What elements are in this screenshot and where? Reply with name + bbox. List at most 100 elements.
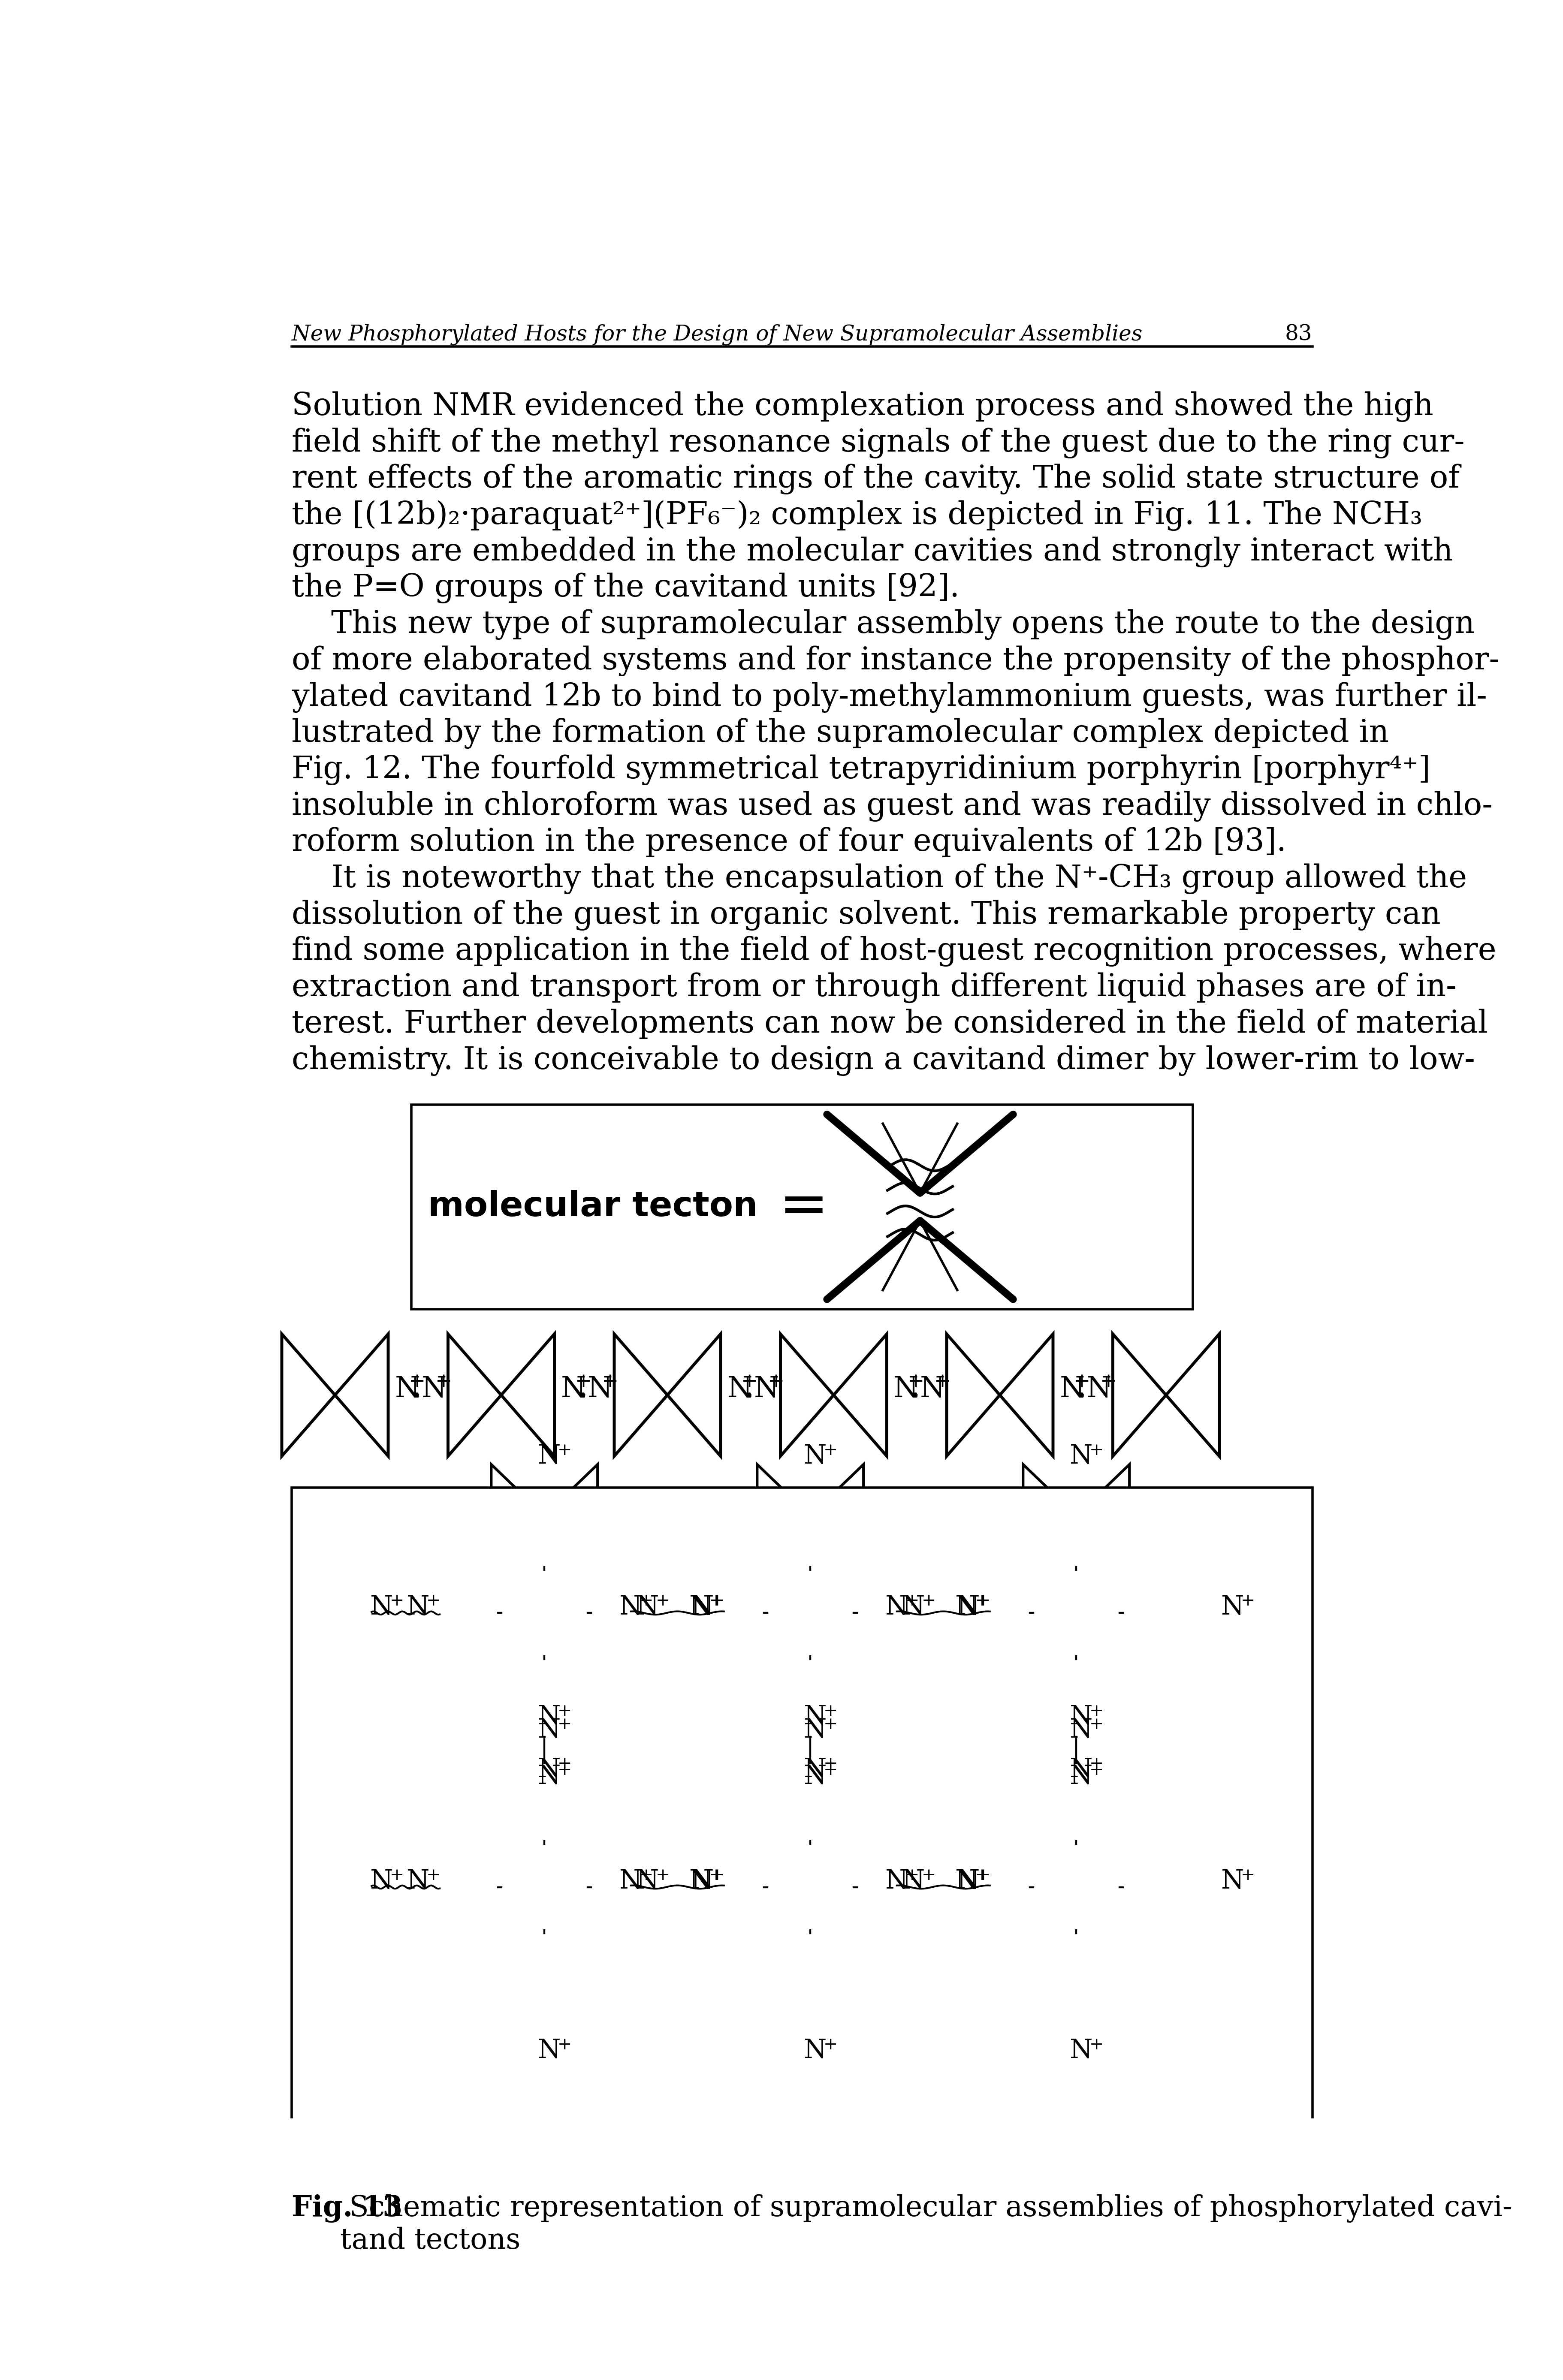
Text: +: + (558, 1764, 572, 1778)
Text: N: N (395, 1376, 420, 1404)
Text: N: N (422, 1376, 447, 1404)
Text: N: N (406, 1595, 430, 1621)
Text: N: N (561, 1376, 586, 1404)
Text: N: N (885, 1868, 908, 1894)
Text: +: + (908, 1373, 924, 1392)
Text: +: + (389, 1868, 403, 1883)
Text: field shift of the methyl resonance signals of the guest due to the ring cur-: field shift of the methyl resonance sign… (292, 428, 1465, 459)
Bar (411, 1104, 1193, 1309)
Text: N: N (1069, 1718, 1093, 1742)
Text: chemistry. It is conceivable to design a cavitand dimer by lower-rim to low-: chemistry. It is conceivable to design a… (292, 1045, 1475, 1076)
Text: N: N (1221, 1595, 1244, 1621)
Text: +: + (655, 1592, 671, 1609)
Text: It is noteworthy that the encapsulation of the N⁺-CH₃ group allowed the: It is noteworthy that the encapsulation … (292, 864, 1468, 895)
Text: +: + (558, 1716, 572, 1733)
Text: groups are embedded in the molecular cavities and strongly interact with: groups are embedded in the molecular cav… (292, 536, 1454, 566)
Text: N: N (727, 1376, 752, 1404)
Text: N: N (538, 1442, 561, 1468)
Text: +: + (708, 1868, 724, 1883)
Text: dissolution of the guest in organic solvent. This remarkable property can: dissolution of the guest in organic solv… (292, 900, 1441, 931)
Text: +: + (977, 1592, 991, 1609)
Text: N: N (370, 1595, 392, 1621)
Text: N: N (538, 1718, 561, 1742)
Text: +: + (1089, 1716, 1103, 1733)
Text: N: N (803, 1718, 827, 1742)
Text: N: N (619, 1868, 642, 1894)
Text: Solution NMR evidenced the complexation process and showed the high: Solution NMR evidenced the complexation … (292, 390, 1433, 421)
Text: +: + (922, 1592, 936, 1609)
Text: molecular tecton: molecular tecton (428, 1190, 758, 1223)
Text: +: + (1089, 1756, 1103, 1773)
Text: find some application in the field of host-guest recognition processes, where: find some application in the field of ho… (292, 935, 1496, 966)
Text: +: + (1089, 1704, 1103, 1718)
Text: N: N (1069, 2037, 1093, 2063)
Text: Fig. 12. The fourfold symmetrical tetrapyridinium porphyrin [porphyr⁴⁺]: Fig. 12. The fourfold symmetrical tetrap… (292, 754, 1430, 785)
Text: N: N (894, 1376, 919, 1404)
Text: N: N (1221, 1868, 1244, 1894)
Text: +: + (558, 1442, 572, 1459)
Text: This new type of supramolecular assembly opens the route to the design: This new type of supramolecular assembly… (292, 609, 1475, 640)
Text: N: N (538, 1756, 561, 1783)
Text: terest. Further developments can now be considered in the field of material: terest. Further developments can now be … (292, 1009, 1488, 1040)
Text: N: N (803, 1442, 827, 1468)
Text: +: + (1241, 1868, 1255, 1883)
Text: N: N (955, 1595, 978, 1621)
Text: +: + (824, 1442, 838, 1459)
Text: +: + (710, 1592, 725, 1609)
Text: +: + (1089, 2037, 1103, 2052)
Text: +: + (824, 1756, 838, 1773)
Text: N: N (957, 1595, 980, 1621)
Text: +: + (602, 1373, 619, 1392)
Text: N: N (1069, 1442, 1093, 1468)
Text: N: N (636, 1868, 660, 1894)
Text: +: + (824, 1704, 838, 1718)
Text: N: N (955, 1868, 978, 1894)
Text: N: N (691, 1868, 714, 1894)
Text: +: + (639, 1592, 653, 1609)
Text: +: + (975, 1592, 989, 1609)
Text: N: N (803, 1704, 827, 1730)
Text: New Phosphorylated Hosts for the Design of New Supramolecular Assemblies: New Phosphorylated Hosts for the Design … (292, 324, 1143, 345)
Text: N: N (1069, 1704, 1093, 1730)
Text: of more elaborated systems and for instance the propensity of the phosphor-: of more elaborated systems and for insta… (292, 645, 1499, 676)
Text: N: N (691, 1595, 714, 1621)
Text: N: N (902, 1868, 925, 1894)
Text: +: + (710, 1868, 725, 1883)
Text: +: + (1089, 1764, 1103, 1778)
Text: N: N (370, 1868, 392, 1894)
Text: N: N (753, 1376, 778, 1404)
Text: +: + (1241, 1592, 1255, 1609)
Text: +: + (427, 1868, 441, 1883)
Text: +: + (427, 1592, 441, 1609)
Text: 83: 83 (1285, 324, 1313, 345)
Text: N: N (885, 1595, 908, 1621)
Text: N: N (588, 1376, 613, 1404)
Text: +: + (708, 1592, 724, 1609)
Text: the P=O groups of the cavitand units [92].: the P=O groups of the cavitand units [92… (292, 574, 960, 605)
Bar (292, 1488, 1313, 2163)
Text: +: + (1074, 1373, 1091, 1392)
Text: +: + (741, 1373, 758, 1392)
Text: +: + (389, 1592, 403, 1609)
Text: +: + (977, 1868, 991, 1883)
Text: N: N (406, 1868, 430, 1894)
Text: =: = (778, 1178, 828, 1235)
Text: N: N (803, 1756, 827, 1783)
Text: +: + (824, 2037, 838, 2052)
Text: +: + (824, 1716, 838, 1733)
Text: +: + (767, 1373, 785, 1392)
Text: N: N (803, 2037, 827, 2063)
Text: N: N (957, 1868, 980, 1894)
Text: +: + (975, 1868, 989, 1883)
Text: +: + (905, 1592, 919, 1609)
Text: +: + (558, 1756, 572, 1773)
Text: N: N (689, 1595, 713, 1621)
Text: +: + (905, 1868, 919, 1883)
Text: N: N (619, 1595, 642, 1621)
Text: +: + (655, 1868, 671, 1883)
Text: roform solution in the presence of four equivalents of 12b [93].: roform solution in the presence of four … (292, 828, 1286, 857)
Text: +: + (935, 1373, 950, 1392)
Text: +: + (558, 1704, 572, 1718)
Text: +: + (639, 1868, 653, 1883)
Text: N: N (1086, 1376, 1111, 1404)
